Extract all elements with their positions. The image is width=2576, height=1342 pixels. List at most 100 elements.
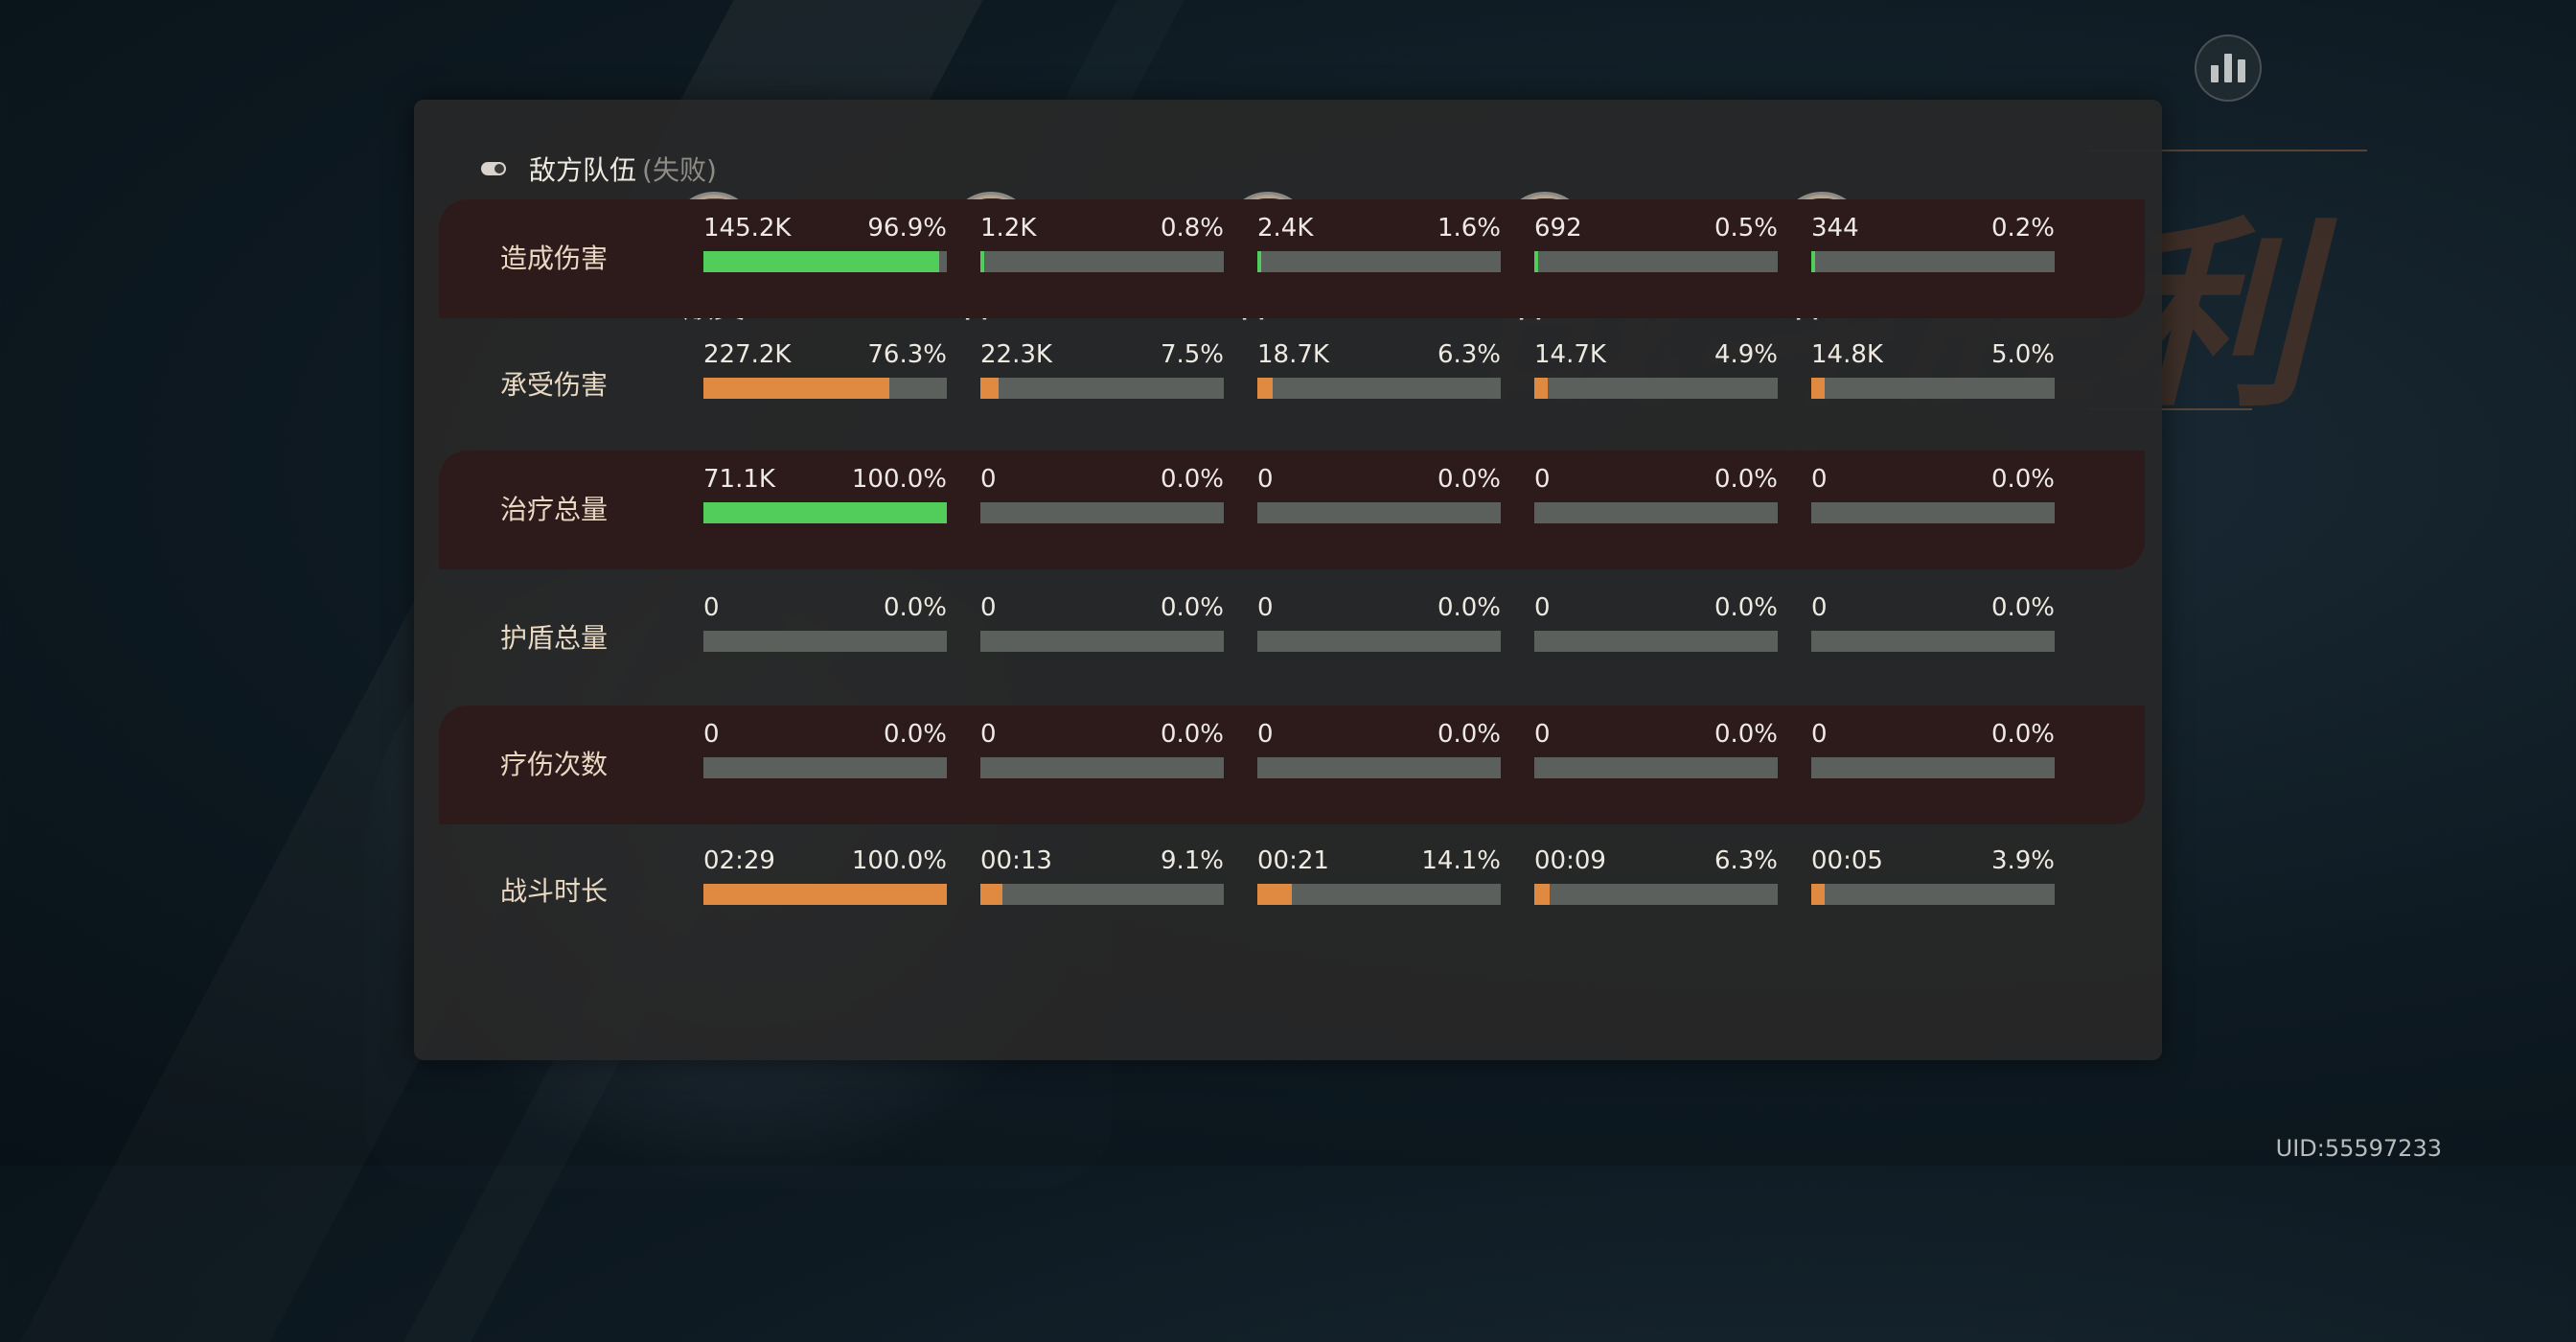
stat-value: 0	[980, 593, 997, 622]
stat-bar-track	[1534, 884, 1778, 905]
stat-bar-track	[1811, 502, 2055, 523]
stat-cell: 22.3K 7.5%	[980, 337, 1224, 399]
stat-bar-track	[703, 757, 947, 778]
stat-percent: 100.0%	[851, 465, 947, 494]
stat-value: 145.2K	[703, 214, 792, 243]
stat-cell: 0 0.0%	[1811, 717, 2055, 778]
stat-percent: 0.0%	[1437, 593, 1501, 622]
stat-value: 0	[980, 465, 997, 494]
stat-cell: 00:09 6.3%	[1534, 844, 1778, 905]
stat-bar-fill	[1534, 378, 1548, 399]
stat-cell: 0 0.0%	[980, 462, 1224, 523]
stat-bar-track	[1811, 884, 2055, 905]
stat-cell: 227.2K 76.3%	[703, 337, 947, 399]
stat-cell: 0 0.0%	[703, 717, 947, 778]
stat-bar-track	[1811, 378, 2055, 399]
stat-cell: 18.7K 6.3%	[1257, 337, 1501, 399]
stat-percent: 0.0%	[1160, 465, 1224, 494]
stat-bar-track	[1534, 502, 1778, 523]
stat-percent: 0.5%	[1714, 214, 1778, 243]
stat-bar-fill	[1811, 251, 1815, 272]
stat-bar-track	[980, 251, 1224, 272]
stat-cell: 0 0.0%	[1811, 462, 2055, 523]
stat-percent: 6.3%	[1437, 340, 1501, 369]
stat-percent: 0.0%	[1714, 720, 1778, 749]
stat-bar-fill	[980, 251, 984, 272]
stat-cell: 0 0.0%	[980, 590, 1224, 652]
stat-bar-track	[1257, 378, 1501, 399]
stat-cell: 0 0.0%	[1534, 462, 1778, 523]
stat-bar-track	[1811, 251, 2055, 272]
stat-percent: 0.0%	[883, 593, 947, 622]
stat-cell: 0 0.0%	[703, 590, 947, 652]
stat-bar-fill	[1811, 884, 1825, 905]
toggle-icon[interactable]	[481, 162, 506, 175]
stat-bar-track	[1534, 757, 1778, 778]
stat-cell: 71.1K 100.0%	[703, 462, 947, 523]
stat-value: 0	[1811, 593, 1828, 622]
stat-value: 14.7K	[1534, 340, 1606, 369]
stat-bar-fill	[1534, 884, 1550, 905]
stat-cell: 0 0.0%	[1257, 590, 1501, 652]
stat-value: 0	[1257, 593, 1274, 622]
stat-bar-track	[980, 757, 1224, 778]
stat-percent: 0.0%	[1990, 720, 2055, 749]
stat-percent: 0.0%	[1437, 465, 1501, 494]
stat-percent: 0.0%	[1160, 593, 1224, 622]
stat-bar-track	[1257, 631, 1501, 652]
stat-bar-track	[980, 631, 1224, 652]
stat-bar-track	[1811, 631, 2055, 652]
stat-value: 0	[1811, 465, 1828, 494]
banner-line-top	[2089, 150, 2367, 151]
stat-row: 战斗时长 02:29 100.0% 00:13 9.1% 00:21 14.1% 00:09 6…	[439, 832, 2145, 951]
stat-bar-track	[703, 251, 947, 272]
stat-percent: 6.3%	[1714, 846, 1778, 875]
stat-cell: 0 0.0%	[1811, 590, 2055, 652]
stat-bar-track	[703, 502, 947, 523]
team-name: 敌方队伍	[529, 154, 637, 186]
stat-cell: 2.4K 1.6%	[1257, 211, 1501, 272]
stat-label: 造成伤害	[500, 243, 609, 274]
stat-cell: 14.7K 4.9%	[1534, 337, 1778, 399]
stat-bar-fill	[1257, 884, 1292, 905]
stat-value: 0	[1534, 593, 1551, 622]
stat-value: 344	[1811, 214, 1859, 243]
stat-value: 00:21	[1257, 846, 1329, 875]
stat-bar-track	[1534, 251, 1778, 272]
team-result: (失败)	[642, 154, 717, 186]
stat-value: 227.2K	[703, 340, 792, 369]
stat-value: 692	[1534, 214, 1582, 243]
bar-chart-icon	[2211, 65, 2219, 82]
stat-percent: 1.6%	[1437, 214, 1501, 243]
stat-percent: 0.0%	[1437, 720, 1501, 749]
stat-value: 0	[1257, 720, 1274, 749]
stat-bar-track	[703, 631, 947, 652]
stat-value: 00:13	[980, 846, 1052, 875]
stat-value: 0	[1534, 720, 1551, 749]
stat-bar-track	[703, 378, 947, 399]
stat-value: 0	[1534, 465, 1551, 494]
stat-cell: 692 0.5%	[1534, 211, 1778, 272]
stat-value: 0	[1811, 720, 1828, 749]
stat-row: 护盾总量 0 0.0% 0 0.0% 0 0.0% 0 0.0% 0 0.0%	[439, 579, 2145, 698]
stat-bar-fill	[1534, 251, 1538, 272]
stat-cell: 02:29 100.0%	[703, 844, 947, 905]
stat-value: 18.7K	[1257, 340, 1329, 369]
stat-bar-fill	[703, 884, 947, 905]
stat-bar-track	[1257, 757, 1501, 778]
stat-percent: 0.0%	[1990, 593, 2055, 622]
battle-stats-panel: 敌方队伍 (失败) 顺奕官差官差官差官差 造成伤害145.2K96.9%1.2K…	[414, 100, 2162, 1060]
uid-label: UID:55597233	[2275, 1135, 2442, 1162]
stat-percent: 4.9%	[1714, 340, 1778, 369]
stat-percent: 3.9%	[1990, 846, 2055, 875]
stat-percent: 0.0%	[1160, 720, 1224, 749]
stat-bar-fill	[1257, 378, 1273, 399]
stat-percent: 96.9%	[867, 214, 947, 243]
stat-cell: 00:05 3.9%	[1811, 844, 2055, 905]
stat-percent: 7.5%	[1160, 340, 1224, 369]
team-header[interactable]: 敌方队伍 (失败)	[481, 150, 717, 188]
stat-cell: 0 0.0%	[1257, 462, 1501, 523]
stat-value: 2.4K	[1257, 214, 1314, 243]
stat-percent: 0.0%	[1714, 593, 1778, 622]
stats-button[interactable]	[2195, 35, 2262, 102]
